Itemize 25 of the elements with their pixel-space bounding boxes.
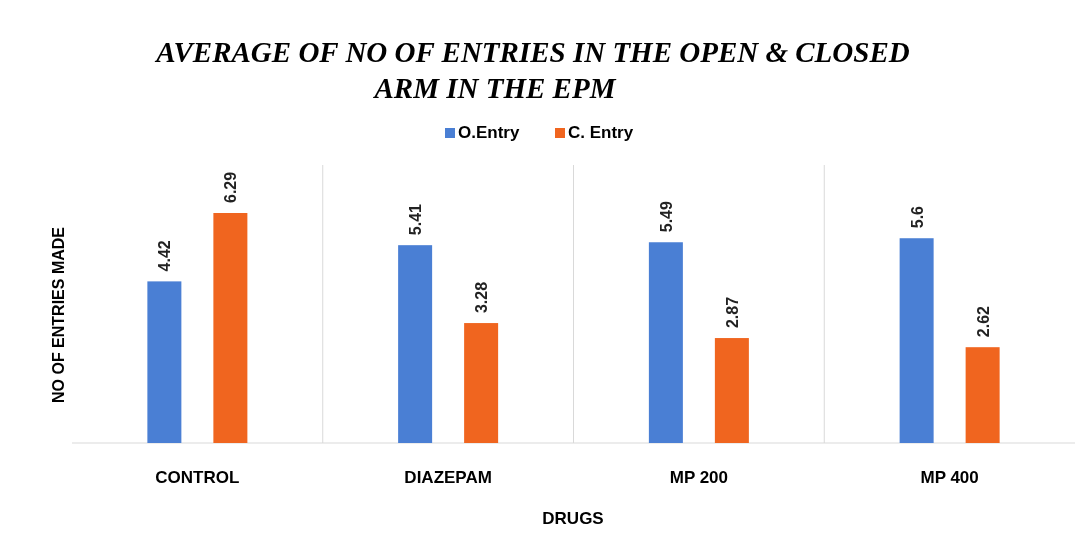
legend-label: C. Entry xyxy=(568,123,634,142)
x-tick-label: CONTROL xyxy=(155,468,240,487)
bar xyxy=(648,242,683,443)
bar xyxy=(464,323,499,443)
data-label: 5.49 xyxy=(657,201,675,233)
data-label: 5.41 xyxy=(407,203,425,236)
data-label: 6.29 xyxy=(222,171,240,203)
bar xyxy=(965,347,1000,443)
data-label: 2.87 xyxy=(723,296,741,329)
bar xyxy=(398,245,433,443)
bar xyxy=(899,238,934,443)
legend-label: O.Entry xyxy=(458,123,520,142)
data-label: 4.42 xyxy=(156,240,174,272)
bar xyxy=(147,281,182,443)
x-tick-label: DIAZEPAM xyxy=(404,468,492,487)
bar xyxy=(714,338,749,443)
data-label: 5.6 xyxy=(908,205,926,229)
x-tick-label: MP 400 xyxy=(920,468,979,487)
data-label: 3.28 xyxy=(473,281,491,314)
chart-title: AVERAGE OF NO OF ENTRIES IN THE OPEN & CLOSED ARM IN THE EPM xyxy=(154,36,910,104)
data-label: 2.62 xyxy=(974,305,992,338)
x-axis-title: DRUGS xyxy=(542,509,604,528)
bar xyxy=(213,213,248,443)
y-axis-title: NO OF ENTRIES MADE xyxy=(50,226,67,404)
x-tick-label: MP 200 xyxy=(669,468,729,487)
